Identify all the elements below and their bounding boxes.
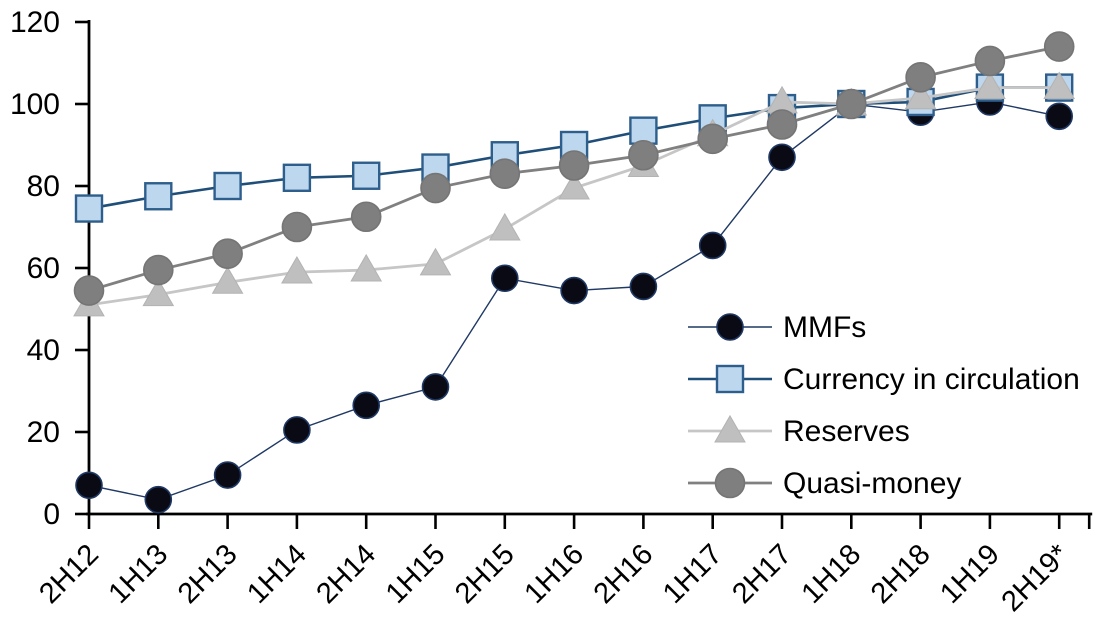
y-axis-label: 20 (27, 416, 60, 449)
y-axis-label: 40 (27, 334, 60, 367)
series-quasi-money-marker-circle (697, 123, 729, 155)
series-reserves-marker-triangle (281, 255, 313, 284)
series-reserves-marker-triangle (904, 81, 937, 110)
series-reserves-marker-triangle (211, 266, 244, 294)
series-mmfs-marker-circle (144, 485, 173, 514)
series-mmfs-marker-circle (560, 276, 588, 305)
series-quasi-money-marker-circle (1043, 31, 1075, 62)
legend-currency-in-circulation-label: Currency in circulation (783, 363, 1080, 396)
series-reserves-marker-triangle (488, 212, 521, 241)
legend-currency-in-circulation-marker-square (715, 364, 745, 394)
x-axis-label: 1H15 (380, 538, 452, 610)
series-mmfs-marker-circle (213, 461, 242, 489)
legend-mmfs-label: MMFs (783, 311, 866, 344)
series-currency-in-circulation-marker-square (74, 194, 104, 223)
x-axis-label: 1H19 (934, 538, 1006, 610)
legend-quasi-money-label: Quasi-money (783, 467, 961, 500)
x-axis-label: 2H15 (449, 538, 521, 610)
legend-mmfs-marker-circle (716, 313, 744, 341)
x-axis-label: 2H18 (865, 538, 937, 610)
x-axis-label: 1H13 (103, 538, 175, 610)
y-axis-label: 80 (27, 170, 60, 203)
series-currency-in-circulation-marker-square (629, 116, 658, 145)
series-mmfs-marker-circle (490, 264, 519, 293)
x-axis-label: 2H13 (172, 538, 244, 610)
series-quasi-money-marker-circle (558, 150, 590, 181)
series-mmfs-marker-circle (421, 373, 450, 401)
series-currency-in-circulation-marker-square (282, 163, 312, 193)
legend-reserves-marker-triangle (714, 414, 746, 443)
series-quasi-money-marker-circle (974, 45, 1006, 77)
series-reserves-marker-triangle (419, 247, 452, 276)
y-axis-label: 120 (10, 6, 60, 39)
series-mmfs-marker-circle (1045, 102, 1073, 131)
series-reserves-marker-triangle (142, 278, 175, 307)
x-axis-label: 1H17 (657, 538, 729, 610)
series-quasi-money-marker-circle (73, 275, 105, 306)
series-mmfs-marker-circle (629, 272, 658, 301)
series-quasi-money-marker-circle (212, 238, 243, 269)
x-axis-label: 2H19* (996, 538, 1076, 618)
x-axis-label: 1H16 (518, 538, 590, 610)
x-axis-label: 2H14 (310, 538, 382, 610)
series-quasi-money-marker-circle (628, 139, 659, 171)
series-mmfs-marker-circle (75, 471, 103, 500)
series-mmfs-marker-circle (698, 231, 727, 260)
y-axis-label: 0 (43, 498, 60, 531)
series-mmfs-marker-circle (352, 391, 381, 420)
x-axis-label: 2H16 (588, 538, 660, 610)
y-axis-label: 60 (27, 252, 60, 285)
series-quasi-money-marker-circle (281, 211, 313, 243)
series-mmfs-marker-circle (283, 416, 311, 444)
x-axis-label: 1H14 (241, 538, 313, 610)
x-axis-label: 2H17 (726, 538, 798, 610)
series-quasi-money-marker-circle (420, 172, 451, 204)
series-reserves-marker-triangle (1043, 71, 1076, 100)
series-quasi-money-marker-circle (143, 254, 174, 286)
series-quasi-money-marker-circle (350, 201, 382, 233)
series-reserves-marker-triangle (558, 171, 590, 200)
legend-quasi-money-marker-circle (714, 467, 746, 499)
y-axis-label: 100 (10, 88, 60, 121)
series-quasi-money-marker-circle (489, 158, 521, 189)
series-reserves-marker-triangle (350, 253, 383, 282)
series-quasi-money-marker-circle (835, 88, 867, 120)
x-axis-label: 1H18 (796, 538, 868, 610)
series-currency-in-circulation-marker-square (352, 161, 381, 190)
series-mmfs-marker-circle (768, 143, 796, 172)
x-axis-label: 2H12 (33, 538, 105, 610)
series-reserves-marker-triangle (974, 71, 1006, 100)
legend-reserves-label: Reserves (783, 415, 910, 448)
series-quasi-money-marker-circle (905, 62, 936, 93)
series-currency-in-circulation-marker-square (144, 182, 173, 211)
series-quasi-money-marker-circle (766, 109, 798, 140)
series-currency-in-circulation-marker-square (213, 171, 242, 201)
